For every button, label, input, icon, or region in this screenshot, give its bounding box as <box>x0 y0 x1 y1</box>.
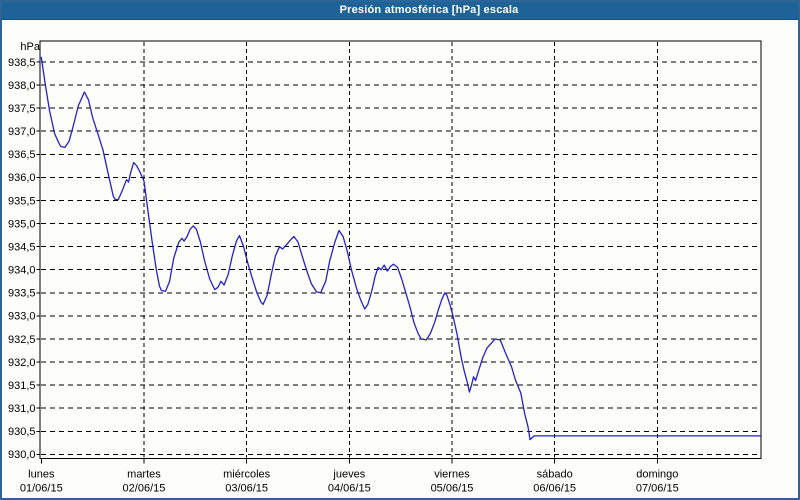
y-tick-label: 930,5 <box>8 426 36 438</box>
y-tick-label: 932,5 <box>8 334 36 346</box>
pressure-series-line <box>40 56 761 441</box>
y-tick-label: 933,0 <box>8 311 36 323</box>
y-tick-label: 934,0 <box>8 265 36 277</box>
y-tick-label: 938,5 <box>8 57 36 69</box>
axis-ticks <box>36 61 658 464</box>
plot-border <box>39 40 762 459</box>
y-axis-labels: 938,5 938,0 937,5 937,0 936,5 936,0 935,5 935,0… <box>8 57 36 461</box>
y-tick-label: 934,5 <box>8 241 36 253</box>
day-name-label: martes <box>127 469 161 481</box>
y-tick-label: 932,0 <box>8 357 36 369</box>
chart-title: Presión atmosférica [hPa] escala <box>339 4 519 16</box>
day-name-label: jueves <box>332 469 365 481</box>
day-date-label: 03/06/15 <box>225 483 268 495</box>
y-tick-label: 931,5 <box>8 380 36 392</box>
day-name-label: miércoles <box>223 469 271 481</box>
day-date-label: 07/06/15 <box>636 483 679 495</box>
day-date-label: 05/06/15 <box>431 483 474 495</box>
y-tick-label: 935,5 <box>8 195 36 207</box>
y-axis-unit: hPa <box>20 41 40 53</box>
day-name-label: viernes <box>434 469 470 481</box>
x-gridlines <box>143 42 658 458</box>
day-date-label: 06/06/15 <box>533 483 576 495</box>
day-name-label: domingo <box>636 469 678 481</box>
y-tick-label: 933,5 <box>8 288 36 300</box>
y-gridlines <box>41 61 760 455</box>
chart-title-bar: Presión atmosférica [hPa] escala <box>0 0 800 20</box>
day-name-label: lunes <box>28 469 55 481</box>
x-axis-labels: lunes 01/06/15 martes 02/06/15 miércoles 03/0… <box>20 469 679 495</box>
day-name-label: sábado <box>537 469 573 481</box>
y-tick-label: 937,5 <box>8 103 36 115</box>
day-date-label: 01/06/15 <box>20 483 63 495</box>
y-tick-label: 936,5 <box>8 149 36 161</box>
y-tick-label: 936,0 <box>8 172 36 184</box>
day-date-label: 04/06/15 <box>328 483 371 495</box>
y-tick-label: 935,0 <box>8 218 36 230</box>
y-tick-label: 931,0 <box>8 403 36 415</box>
day-date-label: 02/06/15 <box>123 483 166 495</box>
y-tick-label: 937,0 <box>8 126 36 138</box>
y-tick-label: 930,0 <box>8 449 36 461</box>
y-tick-label: 938,0 <box>8 80 36 92</box>
